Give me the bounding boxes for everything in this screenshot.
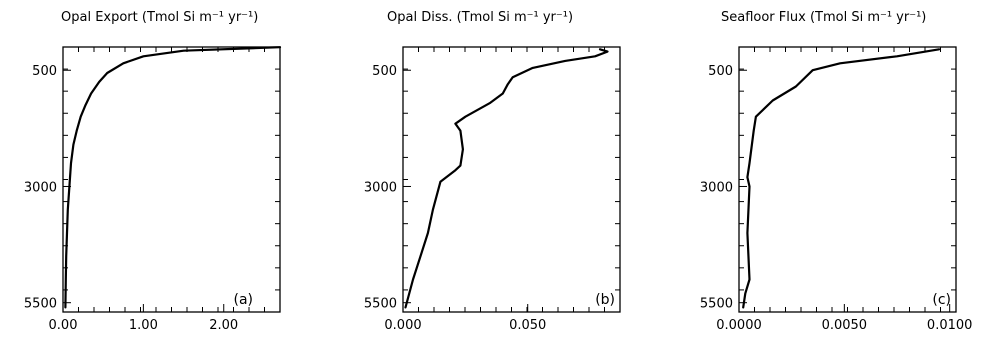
x-tick-label: 0.00: [49, 318, 78, 333]
y-tick-label: 5500: [700, 297, 733, 312]
y-tick-label: 500: [32, 64, 57, 79]
y-tick-label: 500: [708, 64, 733, 79]
x-tick-label: 0.0050: [822, 318, 868, 333]
y-tick-label: 3000: [364, 180, 397, 195]
y-tick-label: 500: [372, 64, 397, 79]
panel-title: Opal Export (Tmol Si m⁻¹ yr⁻¹): [61, 10, 258, 25]
panel-label: (c): [932, 292, 951, 308]
x-tick-label: 2.00: [209, 318, 238, 333]
plot-frame: [738, 46, 957, 313]
panel-a: Opal Export (Tmol Si m⁻¹ yr⁻¹) (a) 0.00 1…: [24, 10, 282, 333]
panel-label: (a): [233, 292, 253, 308]
y-tick-label: 3000: [700, 180, 733, 195]
y-tick-label: 3000: [24, 180, 57, 195]
panel-c: Seafloor Flux (Tmol Si m⁻¹ yr⁻¹) (c) 0.0…: [700, 10, 973, 333]
y-tick-label: 5500: [24, 297, 57, 312]
panel-title: Opal Diss. (Tmol Si m⁻¹ yr⁻¹): [387, 10, 573, 25]
x-tick-label: 0.000: [384, 318, 421, 333]
x-tick-label: 0.0000: [716, 318, 762, 333]
x-tick-label: 1.00: [129, 318, 158, 333]
x-tick-label: 0.0100: [927, 318, 973, 333]
plot-frame: [402, 46, 621, 313]
panel-b: Opal Diss. (Tmol Si m⁻¹ yr⁻¹) (b) 0.000 0…: [364, 10, 621, 333]
series-line: [64, 46, 282, 309]
x-tick-label: 0.050: [509, 318, 546, 333]
panel-label: (b): [595, 292, 615, 308]
panel-title: Seafloor Flux (Tmol Si m⁻¹ yr⁻¹): [721, 10, 926, 25]
series-line: [742, 48, 941, 309]
series-line: [404, 48, 609, 309]
y-tick-label: 5500: [364, 297, 397, 312]
